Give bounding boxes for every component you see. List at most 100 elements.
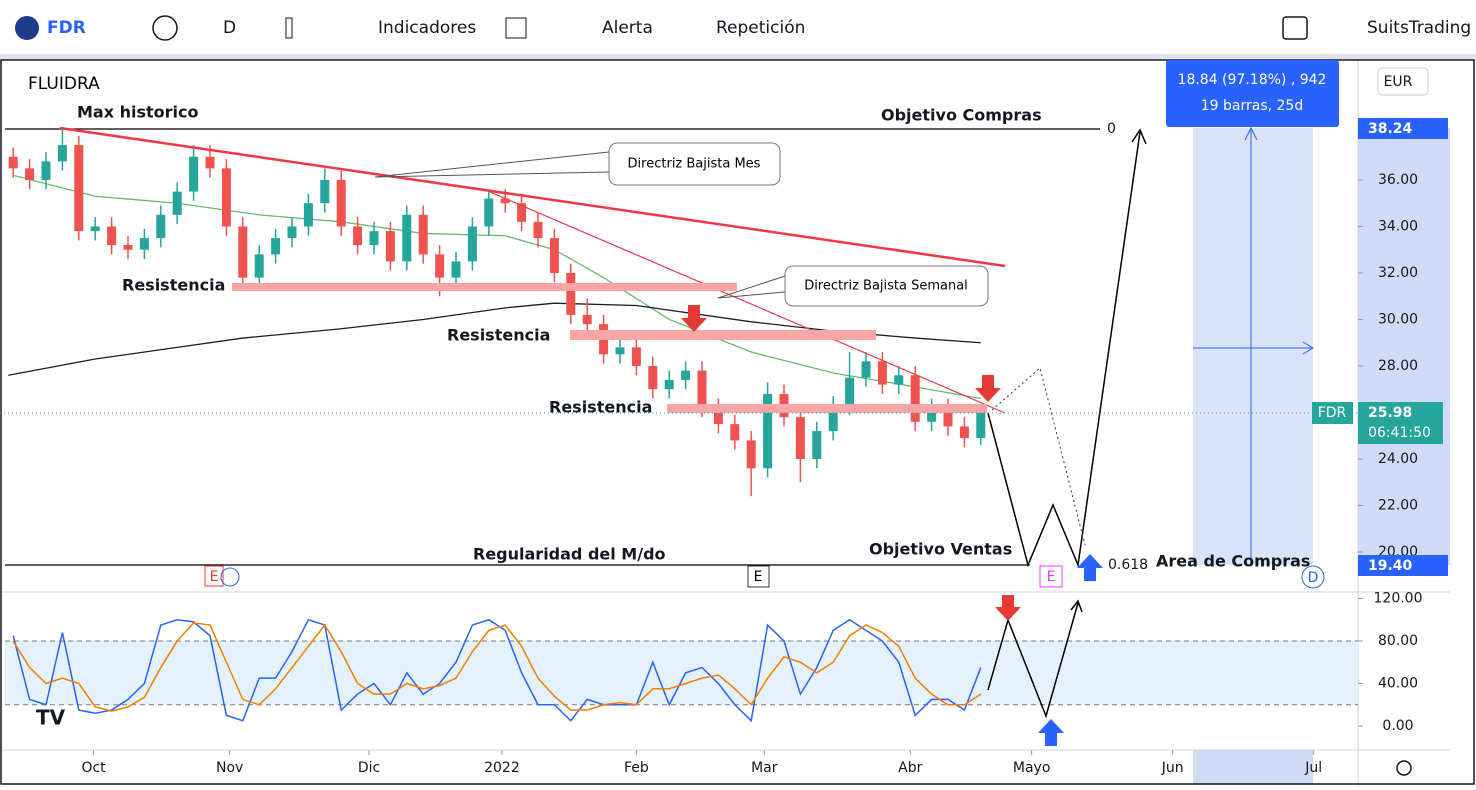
oscillator-line xyxy=(12,622,982,712)
callout-text: Directriz Bajista Mes xyxy=(628,157,761,172)
candle-body xyxy=(156,214,166,239)
resistance-box xyxy=(667,404,987,413)
chart-type-icon[interactable] xyxy=(285,17,293,39)
x-tick-label: 2022 xyxy=(484,760,520,776)
candle-body xyxy=(467,226,477,262)
callout-pointer xyxy=(374,171,610,178)
countdown: 06:41:50 xyxy=(1368,425,1431,441)
candle-body xyxy=(812,431,822,459)
projection xyxy=(987,131,1141,568)
callout-box xyxy=(784,265,989,307)
y-tick-label: 36.00 xyxy=(1378,172,1418,188)
candle-body xyxy=(139,238,149,250)
replay-button[interactable]: Repetición xyxy=(716,18,805,38)
earnings-label: E xyxy=(210,569,219,585)
dividend-marker[interactable] xyxy=(220,567,240,587)
candle-body xyxy=(287,226,297,239)
candle-body xyxy=(123,245,133,250)
measure-text: 18.84 (97.18%) , 942 xyxy=(1178,72,1327,88)
candle-body xyxy=(681,370,691,380)
indicators-button[interactable]: Indicadores xyxy=(378,18,476,38)
layout-icon[interactable] xyxy=(1282,16,1308,40)
candle-body xyxy=(828,405,838,432)
trendline xyxy=(59,126,1006,268)
y-tick-label: 80.00 xyxy=(1378,633,1418,649)
projection-dotted xyxy=(991,367,1086,546)
x-tick-label: Jul xyxy=(1304,760,1322,776)
candle-body xyxy=(763,393,773,469)
annotation: 0 xyxy=(1107,121,1116,137)
price-badge xyxy=(1358,555,1448,576)
dividend-marker[interactable] xyxy=(1301,565,1325,589)
annotation: Resistencia xyxy=(447,326,550,345)
candle-body xyxy=(189,156,199,192)
candle-body xyxy=(402,214,412,262)
measure-zone xyxy=(1193,128,1313,565)
annotation: Objetivo Ventas xyxy=(869,540,1012,559)
x-tick-label: Dic xyxy=(358,760,380,776)
candle-body xyxy=(74,145,84,232)
annotation: Objetivo Compras xyxy=(881,106,1042,125)
symbol-badge xyxy=(1312,402,1353,424)
account[interactable]: SuitsTrading xyxy=(1367,18,1471,38)
candle-body xyxy=(271,238,281,255)
candle-body xyxy=(418,214,428,255)
earnings-label: E xyxy=(1047,569,1056,585)
earnings-marker[interactable] xyxy=(1039,565,1063,588)
interval[interactable]: D xyxy=(223,18,236,38)
measure-text: 19 barras, 25d xyxy=(1201,98,1303,114)
arrowhead xyxy=(1244,126,1258,141)
candle-body xyxy=(533,221,543,239)
candle-body xyxy=(517,203,527,222)
candle-body xyxy=(697,370,707,408)
arrowhead xyxy=(1070,599,1083,613)
buy-arrow xyxy=(1038,719,1064,746)
templates-icon[interactable] xyxy=(505,17,527,39)
y-tick-label: 22.00 xyxy=(1378,497,1418,513)
y-tick-label: 40.00 xyxy=(1378,675,1418,691)
y-tick-label: 24.00 xyxy=(1378,451,1418,467)
y-tick-label: 120.00 xyxy=(1374,591,1423,607)
earnings-marker[interactable] xyxy=(747,565,770,588)
sell-arrow xyxy=(995,595,1021,621)
candle-body xyxy=(877,361,887,385)
earnings-marker[interactable] xyxy=(204,565,224,587)
annotation: Resistencia xyxy=(549,398,652,417)
annotation: Regularidad del M/do xyxy=(473,545,666,564)
candle-body xyxy=(336,179,346,227)
osc-projection xyxy=(987,602,1079,719)
candle-body xyxy=(959,426,969,439)
candle-body xyxy=(221,168,231,227)
earnings-label: E xyxy=(754,569,763,585)
callout-box xyxy=(608,142,781,186)
symbol[interactable]: FDR xyxy=(47,18,86,38)
add-button[interactable] xyxy=(152,15,178,41)
annotation: Max historico xyxy=(77,103,199,122)
drawings xyxy=(0,126,1358,719)
candle-body xyxy=(254,254,264,278)
candle-body xyxy=(484,198,494,227)
last-price-badge xyxy=(1358,402,1443,444)
alert-button[interactable]: Alerta xyxy=(602,18,653,38)
candle-body xyxy=(238,226,248,278)
currency-button[interactable] xyxy=(1377,67,1429,96)
oscillator-line xyxy=(12,618,982,723)
candle-body xyxy=(927,407,937,422)
callout-pointer xyxy=(717,291,786,299)
candle-body xyxy=(664,379,674,390)
candle-body xyxy=(549,238,559,273)
candle-body xyxy=(615,347,625,355)
candle-body xyxy=(648,365,658,390)
candle-body xyxy=(320,179,330,204)
currency[interactable]: EUR xyxy=(1384,74,1413,90)
settings-icon[interactable] xyxy=(1396,760,1412,776)
sell-arrow xyxy=(975,375,1001,402)
axis-highlight xyxy=(1358,128,1450,565)
axis-highlight xyxy=(1193,750,1313,784)
x-tick-label: Mayo xyxy=(1013,760,1051,776)
candle-body xyxy=(25,168,35,180)
y-tick-label: 28.00 xyxy=(1378,358,1418,374)
annotation: Resistencia xyxy=(122,276,225,295)
callout-text: Directriz Bajista Semanal xyxy=(804,279,968,294)
